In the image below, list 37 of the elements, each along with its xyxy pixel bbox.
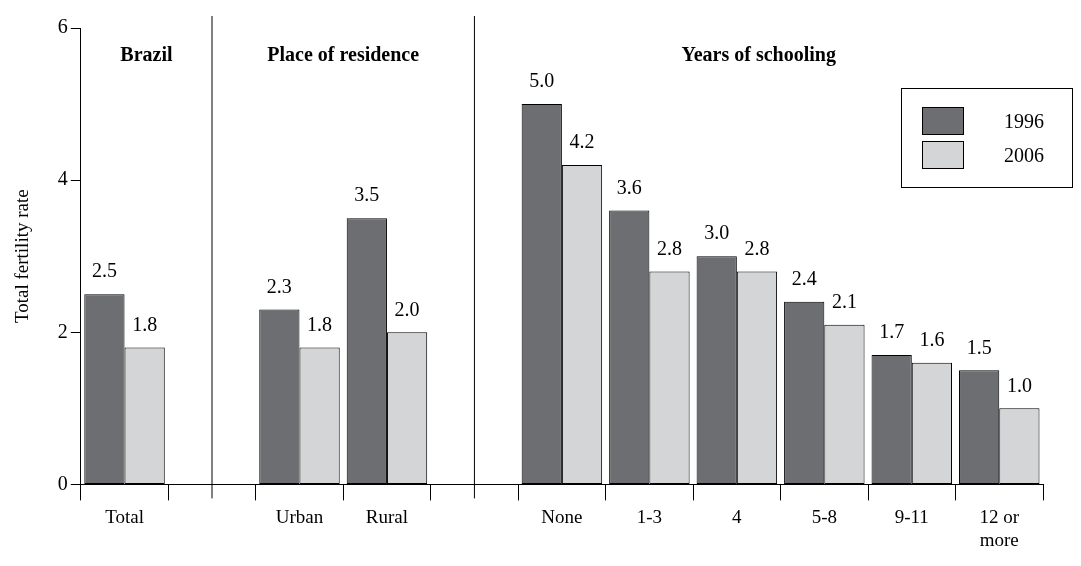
data-label: 3.6: [616, 175, 642, 198]
data-label: 4.2: [569, 130, 595, 153]
x-tick-label: Rural: [365, 505, 409, 527]
data-label: 1.7: [879, 320, 905, 343]
annotation: Place of residence: [267, 43, 420, 66]
data-label: 1.8: [307, 312, 333, 335]
x-tick-label: Total: [105, 505, 144, 527]
data-label: 2.3: [266, 274, 292, 297]
annotation: Brazil: [120, 43, 173, 66]
data-label: 1.0: [1006, 373, 1032, 396]
data-label: 5.0: [529, 69, 555, 92]
x-tick-label: None: [541, 505, 583, 527]
x-tick-label: 4: [732, 505, 743, 527]
x-tick-label: 12 or more: [979, 505, 1020, 550]
data-label: 2.5: [91, 259, 117, 282]
data-label: 3.0: [704, 221, 730, 244]
data-label: 2.0: [394, 297, 420, 320]
annotation: Years of schooling: [681, 43, 836, 67]
data-label: 2.8: [744, 236, 770, 259]
data-label: 2.8: [656, 236, 682, 259]
y-tick-label: 4: [57, 167, 68, 190]
legend-label: 1996: [1004, 109, 1044, 133]
data-label: 2.1: [831, 289, 857, 312]
data-label: 2.4: [791, 267, 817, 290]
y-tick-label: 2: [57, 319, 68, 342]
data-label: 1.6: [919, 327, 945, 350]
data-label: 1.5: [966, 335, 992, 358]
x-tick-label: 9-11: [894, 505, 929, 527]
x-tick-label: 1-3: [636, 505, 663, 527]
data-label: 1.8: [132, 312, 158, 335]
legend-label: 2006: [1004, 143, 1044, 167]
x-tick-label: Urban: [275, 505, 324, 527]
x-tick-label: 5-8: [811, 505, 837, 527]
y-tick-label: 6: [57, 15, 68, 38]
y-tick-label: 0: [57, 471, 68, 494]
y-axis-title: Total fertility rate: [11, 189, 33, 324]
data-label: 3.5: [354, 183, 380, 206]
